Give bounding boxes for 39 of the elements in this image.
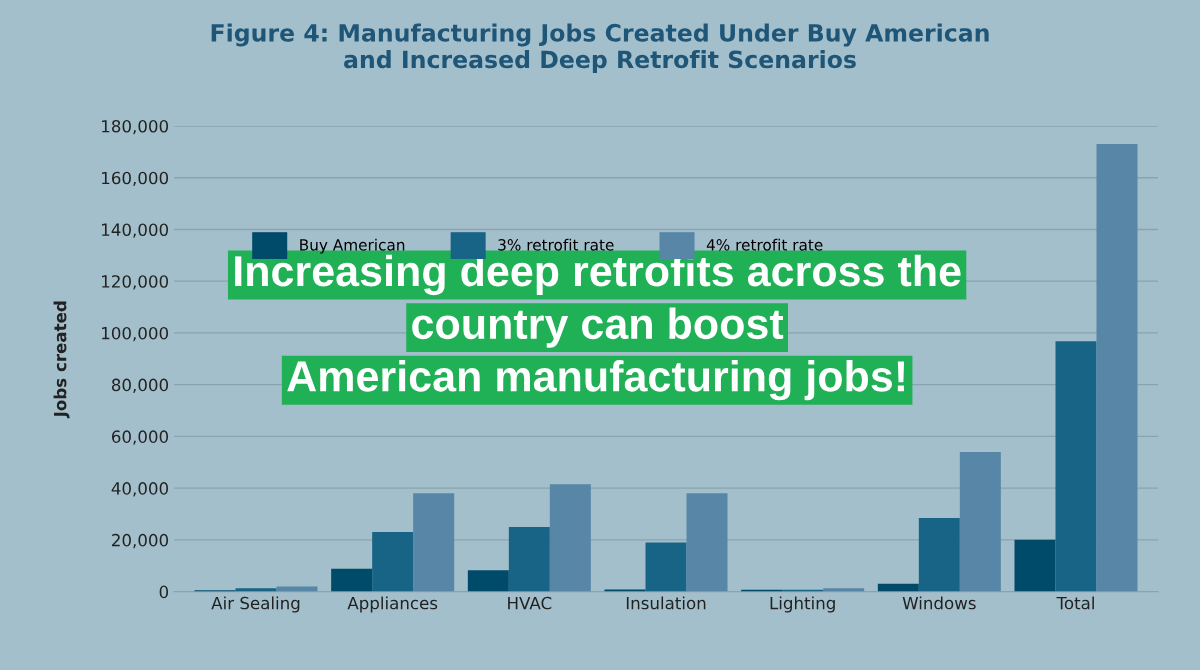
x-tick-label: Total <box>1056 596 1094 610</box>
bar <box>467 570 509 592</box>
bar <box>508 526 550 592</box>
y-tick-label: 180,000 <box>102 119 169 135</box>
chart-title: Figure 4: Manufacturing Jobs Created Under Buy American and Increased Deep Retrofit Scenarios <box>211 23 989 73</box>
bar <box>918 517 960 592</box>
bar <box>235 588 277 592</box>
y-tick-label: 140,000 <box>102 223 169 238</box>
x-tick-label: Insulation <box>626 596 706 610</box>
bar <box>276 586 318 592</box>
bar <box>1055 341 1097 592</box>
x-tick-label: Appliances <box>347 596 438 613</box>
bar <box>686 493 728 592</box>
y-axis-title: Jobs created <box>53 301 70 419</box>
y-tick-label: 0 <box>159 585 169 599</box>
bar <box>413 493 455 592</box>
y-tick-label: 160,000 <box>102 171 169 186</box>
y-tick-label: 20,000 <box>112 533 169 549</box>
bar <box>877 583 919 592</box>
bar <box>1014 539 1056 592</box>
legend-label: 4% retrofit rate <box>706 238 823 251</box>
legend-label: Buy American <box>300 238 405 254</box>
x-tick-label: Lighting <box>770 596 835 613</box>
bar <box>959 451 1001 592</box>
y-tick-label: 80,000 <box>111 378 169 393</box>
bar <box>645 542 687 592</box>
x-tick-label: Windows <box>902 596 976 610</box>
x-tick-label: Air Sealing <box>211 596 300 613</box>
legend-label: 3% retrofit rate <box>498 238 614 251</box>
y-tick-label: 100,000 <box>102 326 169 342</box>
bar <box>331 568 373 592</box>
y-tick-label: 40,000 <box>111 482 169 497</box>
annotation: Increasing deep retrofits across the country can boost American manufacturing jobs! <box>235 254 961 401</box>
x-tick-label: HVAC <box>508 596 552 610</box>
bar <box>549 484 591 592</box>
bar <box>1096 144 1138 592</box>
y-tick-label: 120,000 <box>102 275 169 290</box>
y-tick-label: 60,000 <box>111 430 169 445</box>
bar <box>372 532 414 592</box>
